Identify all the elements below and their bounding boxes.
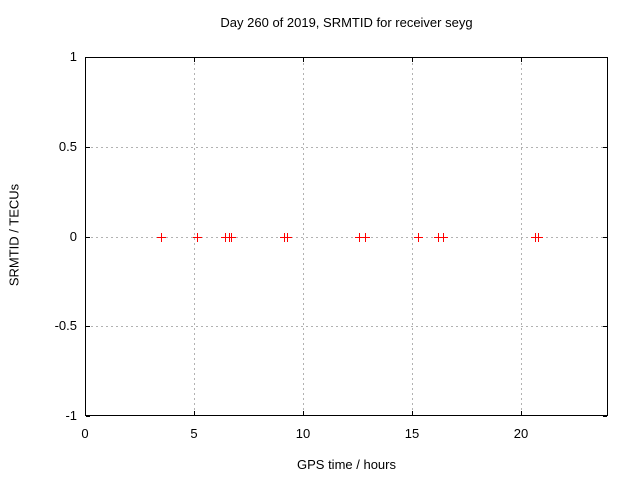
chart-title: Day 260 of 2019, SRMTID for receiver sey…	[220, 15, 473, 30]
marker-vertical-bar	[365, 233, 366, 242]
y-tick-left	[86, 237, 90, 238]
marker-vertical-bar	[538, 233, 539, 242]
data-point-marker	[227, 233, 236, 242]
y-tick-left	[86, 416, 90, 417]
y-tick-label: 0	[69, 229, 77, 244]
x-tick-top	[521, 58, 522, 62]
y-tick-left	[86, 326, 90, 327]
y-tick-right	[603, 237, 607, 238]
marker-vertical-bar	[359, 233, 360, 242]
y-tick-right	[603, 57, 607, 58]
y-tick-right	[603, 326, 607, 327]
x-tick-bottom	[412, 411, 413, 415]
marker-vertical-bar	[418, 233, 419, 242]
y-gridline	[86, 326, 607, 327]
x-gridline	[412, 58, 413, 415]
y-gridline	[86, 147, 607, 148]
marker-vertical-bar	[197, 233, 198, 242]
x-gridline	[303, 58, 304, 415]
data-point-marker	[414, 233, 423, 242]
x-tick-label: 0	[81, 426, 89, 441]
y-tick-right	[603, 147, 607, 148]
data-point-marker	[283, 233, 292, 242]
x-axis-label: GPS time / hours	[297, 457, 396, 472]
y-tick-label: -0.5	[54, 318, 77, 333]
plot-area	[85, 57, 608, 416]
y-axis-label: SRMTID / TECUs	[6, 183, 22, 287]
marker-vertical-bar	[438, 233, 439, 242]
marker-vertical-bar	[161, 233, 162, 242]
x-tick-bottom	[521, 411, 522, 415]
y-tick-right	[603, 416, 607, 417]
x-tick-bottom	[194, 411, 195, 415]
marker-vertical-bar	[231, 233, 232, 242]
y-tick-label: -1	[65, 408, 77, 423]
y-tick-label: 0.5	[58, 139, 77, 154]
marker-vertical-bar	[287, 233, 288, 242]
data-point-marker	[193, 233, 202, 242]
x-tick-label: 5	[190, 426, 198, 441]
data-point-marker	[534, 233, 543, 242]
data-point-marker	[157, 233, 166, 242]
x-tick-top	[194, 58, 195, 62]
y-tick-label: 1	[69, 49, 77, 64]
x-gridline	[194, 58, 195, 415]
x-gridline	[521, 58, 522, 415]
x-tick-top	[412, 58, 413, 62]
x-tick-label: 15	[404, 426, 420, 441]
x-tick-top	[85, 58, 86, 62]
data-point-marker	[434, 233, 443, 242]
y-tick-left	[86, 147, 90, 148]
x-tick-bottom	[303, 411, 304, 415]
x-tick-top	[303, 58, 304, 62]
x-tick-label: 10	[295, 426, 311, 441]
y-gridline	[86, 237, 607, 238]
data-point-marker	[439, 233, 448, 242]
marker-vertical-bar	[443, 233, 444, 242]
data-point-marker	[361, 233, 370, 242]
x-tick-label: 20	[513, 426, 529, 441]
y-tick-left	[86, 57, 90, 58]
data-point-marker	[355, 233, 364, 242]
x-tick-bottom	[85, 411, 86, 415]
